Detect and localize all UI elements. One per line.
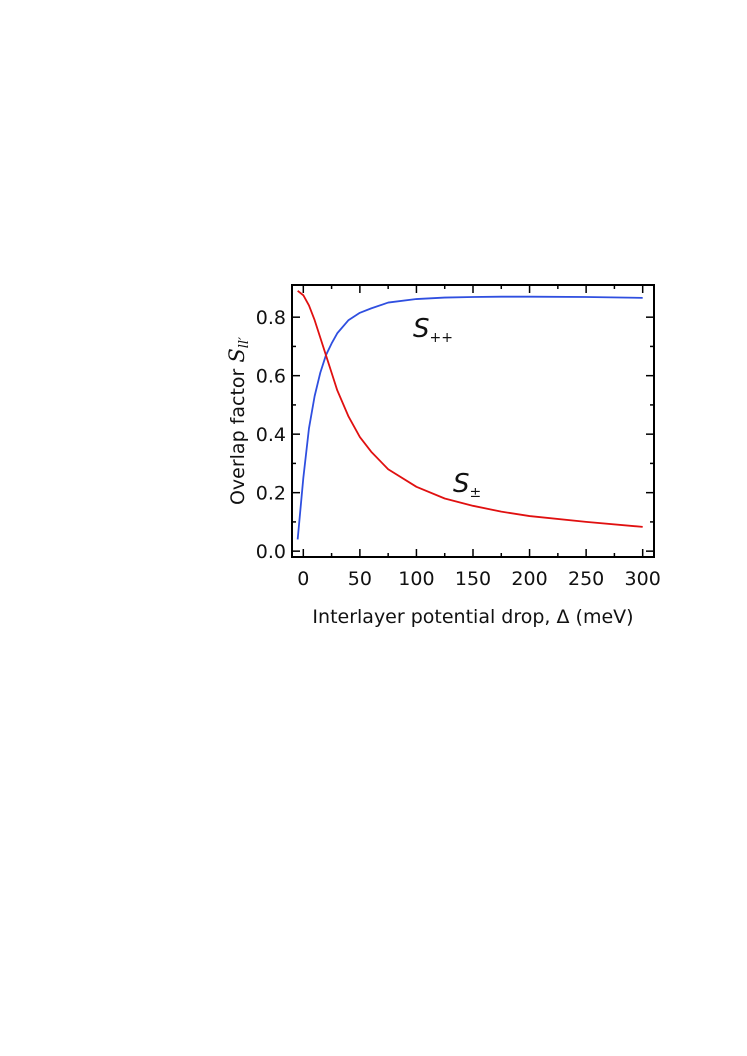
y-label-text: Overlap factor bbox=[227, 368, 249, 505]
x-tick-label: 150 bbox=[455, 568, 491, 590]
y-label-subscript: ll′ bbox=[237, 337, 252, 348]
x-tick-label: 50 bbox=[348, 568, 372, 590]
series-label: S++ bbox=[413, 314, 453, 346]
series-line bbox=[296, 295, 643, 540]
series-line bbox=[297, 290, 643, 528]
x-tick-label: 0 bbox=[297, 568, 309, 590]
x-tick-label: 250 bbox=[568, 568, 604, 590]
x-axis-label: Interlayer potential drop, Δ (meV) bbox=[312, 606, 633, 628]
x-tick-label: 200 bbox=[511, 568, 547, 590]
y-axis-label: Overlap factor Sll′ bbox=[225, 337, 252, 505]
y-label-symbol: S bbox=[225, 348, 249, 362]
plot-frame bbox=[291, 284, 655, 558]
series-label-subscript: ± bbox=[470, 485, 482, 501]
series-label-subscript: ++ bbox=[430, 330, 453, 346]
y-tick-label: 0.6 bbox=[256, 366, 286, 388]
series-label: S± bbox=[453, 469, 481, 501]
y-tick-label: 0.2 bbox=[256, 483, 286, 505]
y-tick-label: 0.4 bbox=[256, 424, 286, 446]
series-label-symbol: S bbox=[453, 469, 470, 499]
x-tick-label: 300 bbox=[625, 568, 661, 590]
series-label-symbol: S bbox=[413, 314, 430, 344]
y-tick-label: 0.8 bbox=[256, 307, 286, 329]
y-tick-label: 0.0 bbox=[256, 541, 286, 563]
x-tick-label: 100 bbox=[398, 568, 434, 590]
